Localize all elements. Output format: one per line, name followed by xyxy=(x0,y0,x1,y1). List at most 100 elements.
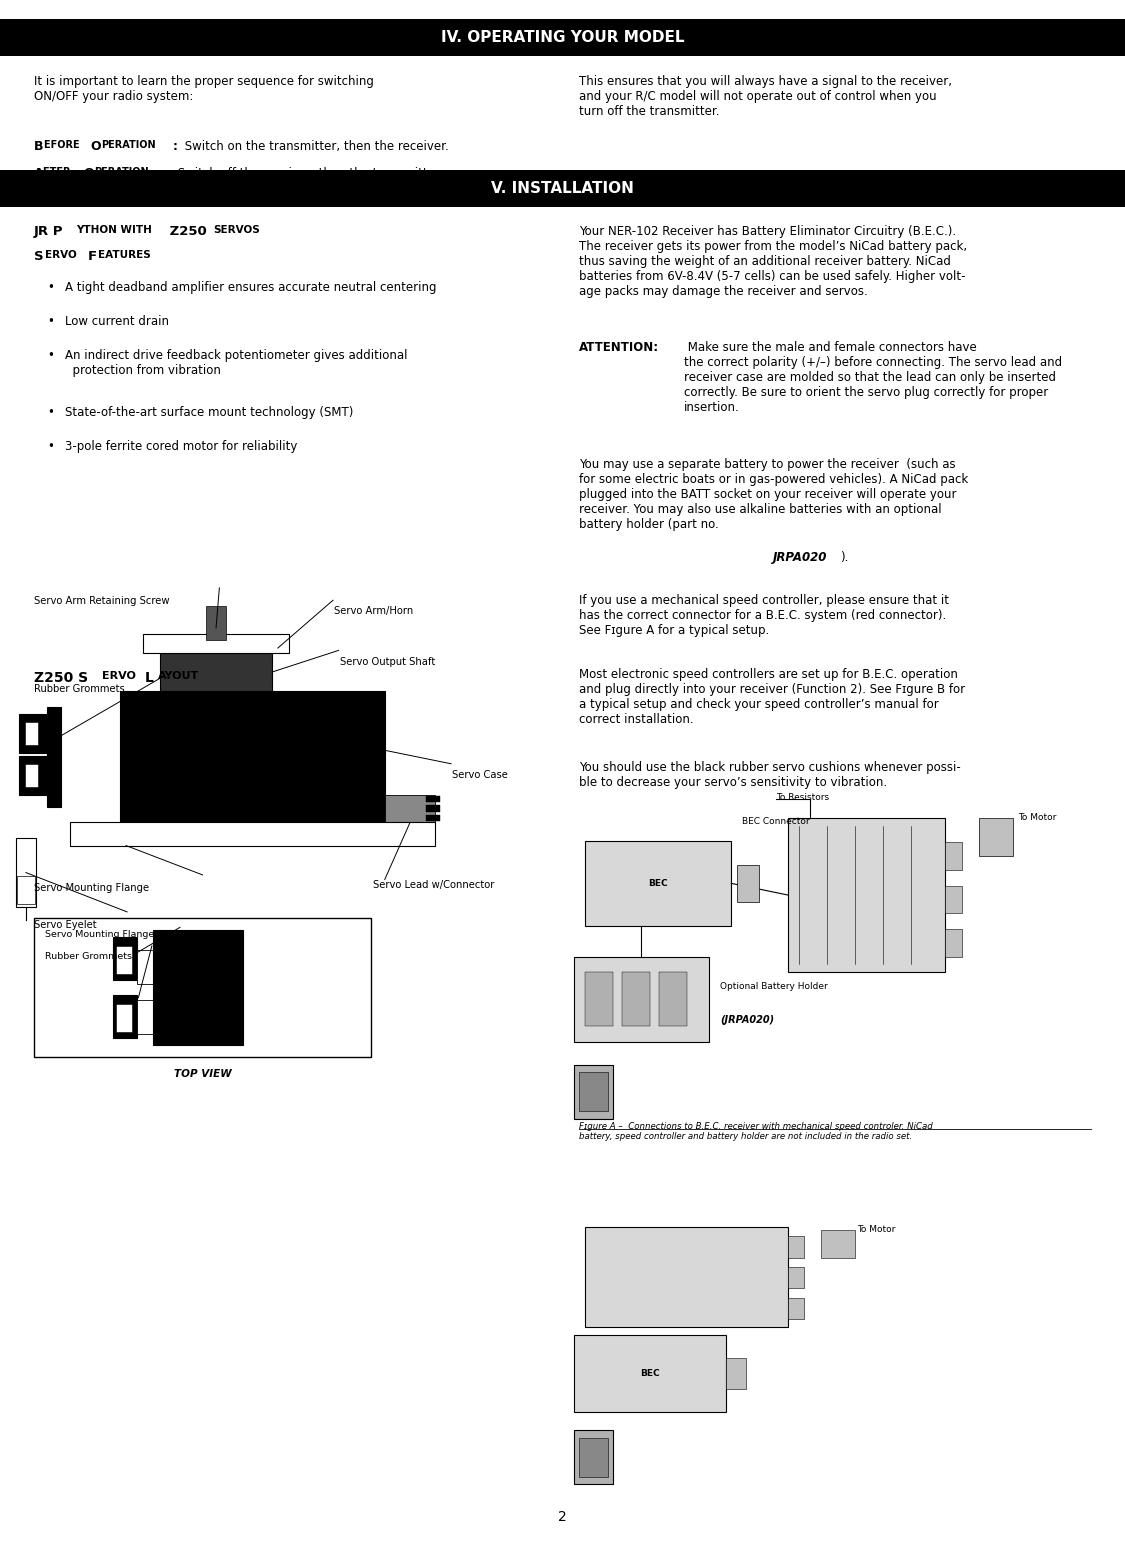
FancyBboxPatch shape xyxy=(426,805,440,812)
FancyBboxPatch shape xyxy=(574,1065,613,1119)
Text: To Resistors: To Resistors xyxy=(776,793,829,802)
FancyBboxPatch shape xyxy=(788,1298,804,1319)
Text: FTER: FTER xyxy=(43,168,74,177)
Text: •: • xyxy=(47,406,54,418)
FancyBboxPatch shape xyxy=(579,1072,608,1111)
FancyBboxPatch shape xyxy=(585,972,613,1026)
Text: ERVO: ERVO xyxy=(45,250,80,259)
FancyBboxPatch shape xyxy=(160,653,272,691)
Text: Low current drain: Low current drain xyxy=(65,315,169,327)
FancyBboxPatch shape xyxy=(726,1358,746,1389)
FancyBboxPatch shape xyxy=(17,876,35,904)
Text: B: B xyxy=(34,139,43,153)
Text: (JRPA020): (JRPA020) xyxy=(720,1015,774,1025)
Text: O: O xyxy=(90,139,100,153)
Text: L: L xyxy=(145,671,154,685)
Text: Fɪgure A –  Connections to B.E.C. receiver with mechanical speed controler. NiCa: Fɪgure A – Connections to B.E.C. receive… xyxy=(579,1122,933,1142)
Text: Z250 S: Z250 S xyxy=(34,671,88,685)
Text: You may use a separate battery to power the receiver  (such as
for some electric: You may use a separate battery to power … xyxy=(579,458,969,531)
Text: AYOUT: AYOUT xyxy=(158,671,199,680)
FancyBboxPatch shape xyxy=(579,1438,608,1477)
FancyBboxPatch shape xyxy=(574,1335,726,1412)
Text: ATTENTION:: ATTENTION: xyxy=(579,341,659,353)
Text: Most electronic speed controllers are set up for B.E.C. operation
and plug direc: Most electronic speed controllers are se… xyxy=(579,668,965,727)
FancyBboxPatch shape xyxy=(34,918,371,1057)
FancyBboxPatch shape xyxy=(585,841,731,926)
FancyBboxPatch shape xyxy=(574,957,709,1042)
FancyBboxPatch shape xyxy=(821,1230,855,1258)
Text: •: • xyxy=(47,349,54,361)
Text: EFORE: EFORE xyxy=(45,139,83,150)
FancyBboxPatch shape xyxy=(206,606,226,640)
Text: Servo Case: Servo Case xyxy=(452,770,508,779)
FancyBboxPatch shape xyxy=(116,1004,132,1032)
Text: V. INSTALLATION: V. INSTALLATION xyxy=(490,181,634,196)
FancyBboxPatch shape xyxy=(979,818,1012,856)
Text: IV. OPERATING YOUR MODEL: IV. OPERATING YOUR MODEL xyxy=(441,31,684,45)
Text: F: F xyxy=(88,250,97,262)
FancyBboxPatch shape xyxy=(25,764,38,787)
FancyBboxPatch shape xyxy=(19,714,47,753)
Text: TOP VIEW: TOP VIEW xyxy=(173,1069,232,1079)
Text: Servo Lead w/Connector: Servo Lead w/Connector xyxy=(374,880,495,889)
Text: Optional Battery Holder: Optional Battery Holder xyxy=(720,981,828,991)
FancyBboxPatch shape xyxy=(19,756,47,795)
Text: SERVOS: SERVOS xyxy=(214,225,261,235)
FancyBboxPatch shape xyxy=(574,1430,613,1484)
FancyBboxPatch shape xyxy=(137,950,153,984)
Text: Servo Output Shaft: Servo Output Shaft xyxy=(340,657,435,667)
Text: BEC: BEC xyxy=(648,880,668,887)
Text: Your NER-102 Receiver has Battery Eliminator Circuitry (B.E.C.).
The receiver ge: Your NER-102 Receiver has Battery Elimin… xyxy=(579,225,968,298)
Text: To Motor: To Motor xyxy=(1018,813,1056,821)
Text: You should use the black rubber servo cushions whenever possi-
ble to decrease y: You should use the black rubber servo cu… xyxy=(579,761,961,788)
Text: This ensures that you will always have a signal to the receiver,
and your R/C mo: This ensures that you will always have a… xyxy=(579,74,953,117)
FancyBboxPatch shape xyxy=(16,838,36,907)
Text: A: A xyxy=(34,168,44,181)
Text: YTHON WITH: YTHON WITH xyxy=(76,225,152,235)
Text: •: • xyxy=(47,315,54,327)
Text: It is important to learn the proper sequence for switching
ON/OFF your radio sys: It is important to learn the proper sequ… xyxy=(34,74,374,103)
FancyBboxPatch shape xyxy=(0,170,1125,207)
Text: Servo Eyelet: Servo Eyelet xyxy=(34,920,97,929)
FancyBboxPatch shape xyxy=(47,707,61,807)
Text: Servo Arm/Horn: Servo Arm/Horn xyxy=(334,606,413,616)
Text: Servo Mounting Flange: Servo Mounting Flange xyxy=(34,883,148,892)
FancyBboxPatch shape xyxy=(659,972,687,1026)
Text: Rubber Grommets: Rubber Grommets xyxy=(45,952,132,961)
Text: S: S xyxy=(34,250,44,262)
Text: Servo Mounting Flange: Servo Mounting Flange xyxy=(45,930,154,940)
FancyBboxPatch shape xyxy=(120,691,385,822)
FancyBboxPatch shape xyxy=(426,796,440,802)
Text: A tight deadband amplifier ensures accurate neutral centering: A tight deadband amplifier ensures accur… xyxy=(65,281,436,293)
Text: Z250: Z250 xyxy=(165,225,212,238)
FancyBboxPatch shape xyxy=(143,634,289,653)
FancyBboxPatch shape xyxy=(788,818,945,972)
FancyBboxPatch shape xyxy=(945,842,962,870)
Text: State-of-the-art surface mount technology (SMT): State-of-the-art surface mount technolog… xyxy=(65,406,353,418)
FancyBboxPatch shape xyxy=(788,1236,804,1258)
Text: ERVO: ERVO xyxy=(102,671,141,680)
FancyBboxPatch shape xyxy=(112,995,137,1038)
Text: If you use a mechanical speed controller, please ensure that it
has the correct : If you use a mechanical speed controller… xyxy=(579,594,950,637)
FancyBboxPatch shape xyxy=(112,937,137,980)
Text: BEC Connector: BEC Connector xyxy=(742,816,810,826)
Text: Servo Arm Retaining Screw: Servo Arm Retaining Screw xyxy=(34,596,169,605)
Text: JRPA020: JRPA020 xyxy=(773,551,827,563)
Text: Switch on the transmitter, then the receiver.: Switch on the transmitter, then the rece… xyxy=(181,139,449,153)
Text: Switch off the receiver, then the transmitter.: Switch off the receiver, then the transm… xyxy=(174,168,443,181)
Text: :: : xyxy=(172,139,177,153)
Text: ).: ). xyxy=(840,551,848,563)
Text: JR P: JR P xyxy=(34,225,63,238)
Text: BEC: BEC xyxy=(640,1369,659,1378)
Text: PERATION: PERATION xyxy=(101,139,156,150)
FancyBboxPatch shape xyxy=(945,886,962,913)
FancyBboxPatch shape xyxy=(945,929,962,957)
FancyBboxPatch shape xyxy=(116,946,132,974)
FancyBboxPatch shape xyxy=(788,1267,804,1288)
Text: EATURES: EATURES xyxy=(98,250,151,259)
FancyBboxPatch shape xyxy=(585,1227,788,1327)
FancyBboxPatch shape xyxy=(70,822,435,846)
Text: An indirect drive feedback potentiometer gives additional
  protection from vibr: An indirect drive feedback potentiometer… xyxy=(65,349,407,376)
FancyBboxPatch shape xyxy=(0,19,1125,56)
FancyBboxPatch shape xyxy=(137,1000,153,1034)
